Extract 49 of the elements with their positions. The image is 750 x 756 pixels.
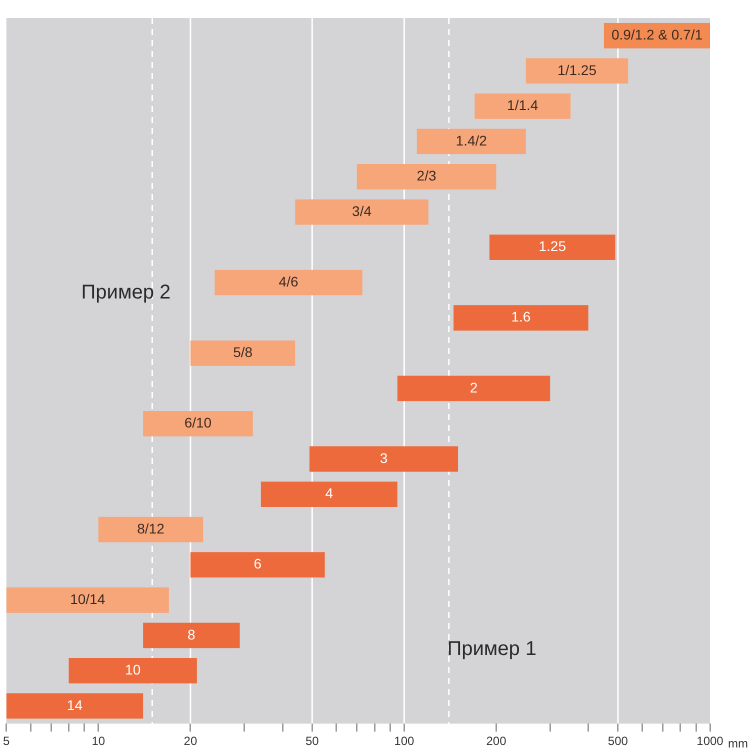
y-tick-label: 6 xyxy=(254,556,262,572)
y-tick-label: 8/12 xyxy=(137,520,165,536)
x-tick-label: 50 xyxy=(305,734,320,748)
bar xyxy=(260,482,398,507)
x-tick-label: 1000 xyxy=(696,734,724,748)
x-tick-label: 5 xyxy=(2,734,10,748)
y-tick-label: 2 xyxy=(470,379,478,396)
y-tick-label: 2/3 xyxy=(416,168,436,184)
y-tick-label: 4 xyxy=(325,485,334,502)
x-tick-label: 500 xyxy=(608,734,628,748)
bar xyxy=(214,270,362,296)
bar xyxy=(190,552,325,578)
bar xyxy=(526,58,628,84)
y-tick-label: 1.6 xyxy=(511,308,531,325)
y-tick-label: 3 xyxy=(380,450,388,466)
bar xyxy=(309,446,458,472)
x-tick-label: 200 xyxy=(486,734,507,748)
annotation: Пример 2 xyxy=(81,282,171,304)
y-tick-label: 14 xyxy=(66,696,83,713)
x-tick-label: 10 xyxy=(92,734,106,748)
bar xyxy=(454,305,588,331)
bar xyxy=(416,128,526,154)
x-tick-label: 100 xyxy=(394,734,415,748)
y-tick-label: 1.4/2 xyxy=(456,132,488,148)
x-axis-title: mm xyxy=(728,736,748,750)
bar xyxy=(6,693,144,719)
y-tick-label: 4/6 xyxy=(278,273,298,290)
bar xyxy=(98,516,204,542)
y-tick-label: 8 xyxy=(188,626,196,642)
y-tick-label: 1/1.25 xyxy=(558,62,597,78)
bar xyxy=(190,340,296,366)
y-tick-label: 1.25 xyxy=(538,238,566,254)
x-tick-label: 20 xyxy=(184,734,198,748)
bar xyxy=(6,587,169,613)
bar xyxy=(474,94,571,119)
y-tick-label: 10/14 xyxy=(70,590,106,607)
annotation: Пример 1 xyxy=(447,638,537,660)
bar xyxy=(143,622,240,648)
bar xyxy=(356,164,496,190)
bar xyxy=(295,199,428,225)
y-tick-label: 1/1.4 xyxy=(507,97,538,114)
bar xyxy=(489,234,616,260)
bar xyxy=(143,411,253,436)
y-tick-label: 6/10 xyxy=(184,414,212,431)
y-tick-label: 5/8 xyxy=(233,344,253,360)
bar xyxy=(68,658,197,684)
y-tick-label: 0.9/1.2 & 0.7/1 xyxy=(611,26,703,42)
y-tick-label: 3/4 xyxy=(352,202,372,219)
bar xyxy=(397,376,550,402)
